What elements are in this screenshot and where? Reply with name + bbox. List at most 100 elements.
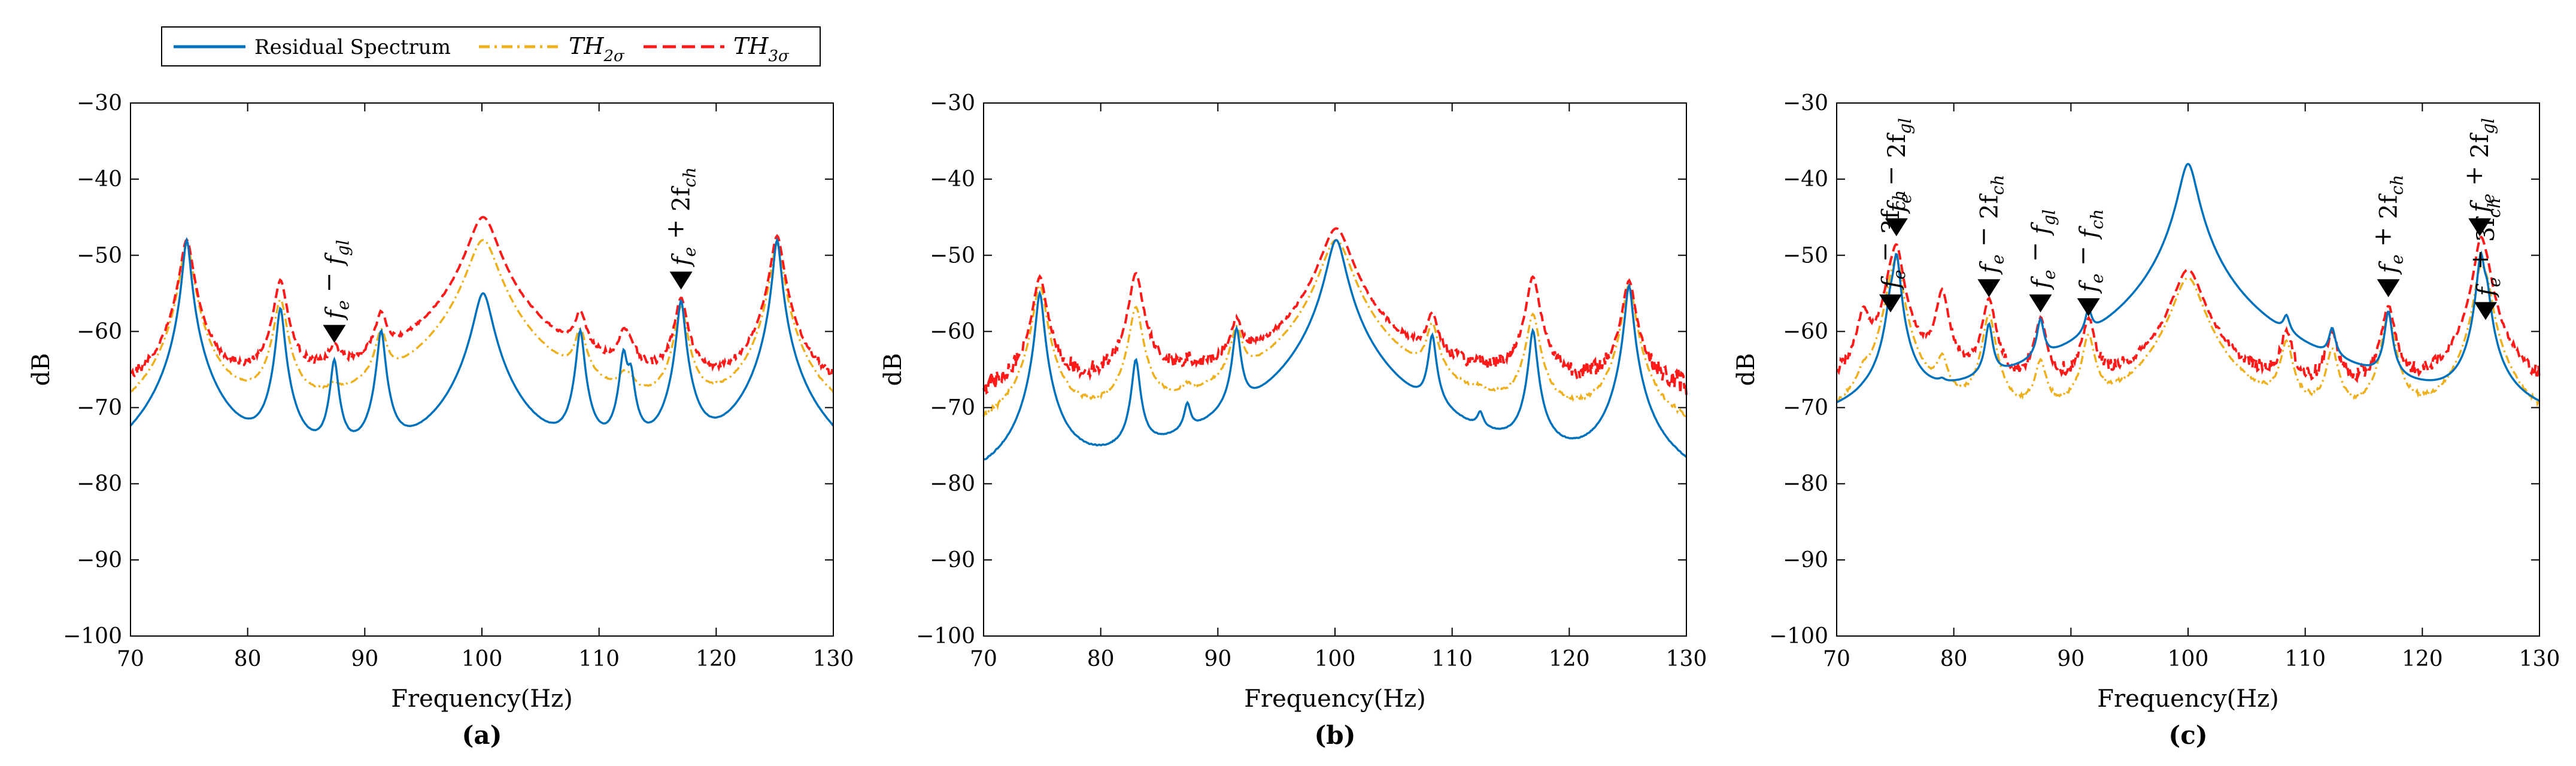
panel-b-xtick-label: 120 [1549,647,1590,671]
panel-c-ytick-label: −30 [1783,91,1828,116]
panel-c-ytick-label: −80 [1783,472,1828,496]
panel-b-xtick-label: 70 [970,647,997,671]
panel-a: dB Frequency(Hz) (a) 70 80 90 100 110 120 130 −… [28,91,854,750]
panel-c-annotation-part: − [1970,219,1997,255]
panel-a-xtick-label: 100 [462,647,503,671]
panel-c: dB Frequency(Hz) (c) 70 80 90 100 110 120 130 −… [1732,91,2560,750]
panel-a-ytick-label: −80 [77,472,122,496]
panel-c-ytick-label: −60 [1783,319,1828,344]
panel-c-xtick-label: 70 [1823,647,1850,671]
panel-c-annotation-part: + [2466,242,2494,277]
panel-c-annotation-part: − [2070,238,2097,274]
panel-b-ylabel: dB [879,353,907,386]
panel-a-ytick-label: −50 [77,243,122,268]
panel-b-xlabel: Frequency(Hz) [1244,685,1426,713]
panel-c-ytick-label: −70 [1783,396,1828,420]
panel-c-annotation-part: 3f [2472,216,2500,242]
legend-th3-sub: 3σ [768,47,790,65]
panel-c-annotation-part: + [2369,219,2397,255]
panel-b-ytick-label: −70 [930,396,975,420]
panel-c-annotation-part: e [2484,277,2504,287]
panel-c-annotation-part: − [1877,158,1905,193]
panel-b-xtick-label: 90 [1204,647,1231,671]
legend: Residual Spectrum TH2σ TH3σ [162,27,820,66]
panel-c-annotation-part: − [1871,234,1899,270]
panel-a-ytick-label: −30 [77,91,122,116]
panel-a-annotation-part: e [333,300,353,310]
panel-c-xtick-label: 120 [2402,647,2443,671]
panel-b-ytick-label: −90 [930,548,975,573]
panel-c-xlabel: Frequency(Hz) [2097,685,2279,713]
panel-a-annotation-part: − [315,265,342,300]
panel-c-annotation-part: ch [2087,209,2107,229]
panel-b-letter: (b) [1314,720,1355,750]
panel-c-annotation-part: 2f [2466,132,2494,158]
panel-c-annotation-part: 2f [1883,132,1911,158]
panel-c-annotation-part: e [1988,255,2007,265]
panel-c-annotation-part: gl [2039,210,2059,226]
panel-a-plot-area [131,103,833,636]
panel-c-annotation-part: + [2460,158,2488,193]
panel-a-ytick-label: −70 [77,396,122,420]
panel-c-xtick-label: 100 [2168,647,2209,671]
panel-b-xtick-label: 80 [1087,647,1115,671]
panel-c-xtick-label: 110 [2284,647,2326,671]
legend-th3-base: TH [733,33,769,59]
panel-c-ytick-label: −50 [1783,243,1828,268]
legend-th2-base: TH [569,33,604,59]
panel-c-plot-area [1837,103,2539,636]
panel-c-annotation-part: e [1889,270,1909,280]
panel-c-xtick-label: 80 [1940,647,1968,671]
panel-a-ytick-label: −40 [77,167,122,192]
legend-th2-sub: 2σ [603,47,625,65]
panel-a-annotation-part: ch [680,167,700,187]
panel-c-letter: (c) [2168,720,2207,750]
panel-a-annotation-part: + [662,211,690,247]
panel-b-ytick-label: −30 [930,91,975,116]
panel-c-ytick-label: −40 [1783,167,1828,192]
panel-b-ytick-label: −50 [930,243,975,268]
panel-b-xtick-label: 100 [1315,647,1356,671]
panel-a-ytick-label: −60 [77,319,122,344]
panel-c-annotation-part: gl [1895,118,1915,134]
panel-a-xtick-label: 70 [117,647,144,671]
panel-c-annotation-part: ch [2387,175,2407,195]
panel-a-xtick-label: 110 [578,647,620,671]
legend-label-residual: Residual Spectrum [254,35,451,59]
panel-b: dB Frequency(Hz) (b) 70 80 90 100 110 120 130 −… [879,91,1707,750]
panel-b-xtick-label: 130 [1666,647,1707,671]
panel-c-annotation-part: ch [1988,175,2007,195]
panel-c-annotation-part: − [2021,234,2049,270]
panel-a-ytick-label: −100 [63,624,122,649]
panel-c-annotation-part: 2f [1976,193,2003,219]
panel-a-letter: (a) [462,720,502,750]
panel-c-ytick-label: −90 [1783,548,1828,573]
panel-c-ylabel: dB [1732,353,1760,386]
panel-c-xtick-label: 130 [2519,647,2560,671]
panel-a-annotation-part: e [680,247,700,257]
panel-c-xtick-label: 90 [2057,647,2085,671]
panel-b-ytick-label: −40 [930,167,975,192]
panel-c-ytick-label: −100 [1769,624,1828,649]
panel-c-annotation-part: ch [2484,198,2504,218]
panel-c-annotation-part: 2f [2375,193,2403,219]
panel-a-ytick-label: −90 [77,548,122,573]
panel-a-xtick-label: 130 [813,647,854,671]
panel-a-xtick-label: 120 [696,647,737,671]
panel-a-annotation-part: 2f [668,186,696,211]
panel-c-annotation-part: e [1895,193,1915,204]
panel-c-annotation-part: e [2387,255,2407,265]
panel-a-annotation-part: gl [333,240,353,256]
panel-c-annotation-part: e [2087,274,2107,284]
panel-b-ytick-label: −60 [930,319,975,344]
panel-b-ytick-label: −100 [916,624,975,649]
figure: Residual Spectrum TH2σ TH3σ dB Frequency… [0,0,2576,766]
panel-a-xtick-label: 80 [234,647,262,671]
panel-a-xlabel: Frequency(Hz) [391,685,573,713]
panel-a-xtick-label: 90 [351,647,378,671]
panel-b-xtick-label: 110 [1431,647,1473,671]
panel-a-ylabel: dB [28,353,55,386]
panel-b-ytick-label: −80 [930,472,975,496]
panel-c-annotation-part: e [2039,270,2059,280]
panel-c-annotation-part: gl [2478,118,2498,134]
